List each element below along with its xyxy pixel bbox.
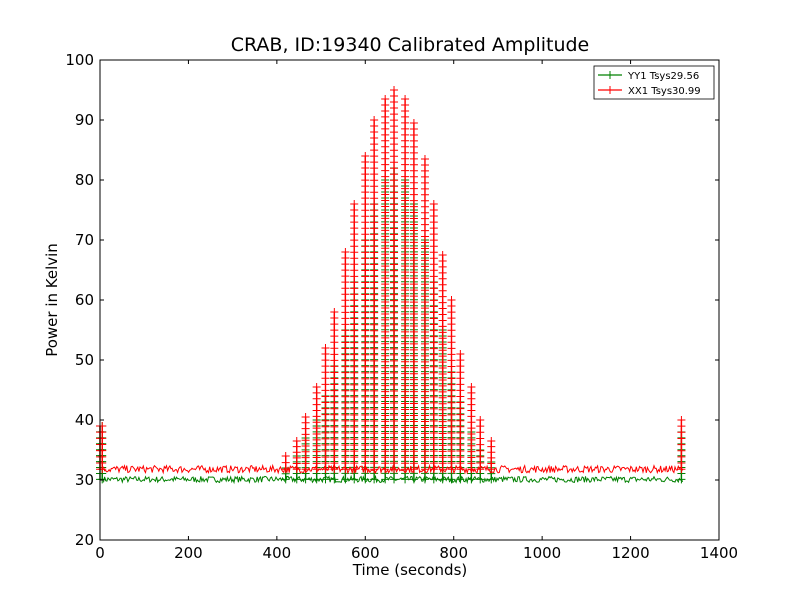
x-tick-label: 1200 [611,544,649,562]
series-1-point [312,383,321,391]
series-1-point [409,119,418,127]
legend-marker [606,86,614,94]
series-1-point [438,251,447,259]
series-1-baseline-line [103,463,684,475]
y-tick-label: 20 [75,531,94,549]
series-1-point [321,344,330,352]
series-1 [96,86,686,475]
y-tick-label: 60 [75,291,94,309]
legend: YY1 Tsys29.56 XX1 Tsys30.99 [593,65,715,100]
x-tick-label: 600 [351,544,380,562]
series-0-baseline-line [103,474,684,485]
y-tick-label: 100 [65,51,94,69]
y-tick-label: 40 [75,411,94,429]
series-1-point [487,437,496,445]
series-1-point [467,383,476,391]
legend-box [593,65,715,100]
series-layer [96,86,686,485]
series-1-point [429,200,438,208]
series-1-point [381,95,390,103]
x-tick-label: 1400 [700,544,738,562]
series-1-point [677,416,686,424]
series-1-point [447,296,456,304]
series-1-point [350,200,359,208]
series-1-point [361,152,370,160]
y-axis-label: Power in Kelvin [43,243,61,357]
legend-label: XX1 Tsys30.99 [628,86,701,97]
series-1-point [301,413,310,421]
x-tick-label: 200 [174,544,203,562]
series-1-point [476,416,485,424]
y-tick-label: 50 [75,351,94,369]
x-tick-label: 400 [263,544,292,562]
ticks-layer: 0 200 400 600 800 1000 1200 1400 20 30 40 50 60 70 80 9… [65,51,738,562]
series-1-point [401,95,410,103]
y-tick-label: 30 [75,471,94,489]
legend-label: YY1 Tsys29.56 [627,71,699,82]
series-1-point [370,116,379,124]
series-1-point [456,350,465,358]
legend-marker [606,71,614,79]
series-0 [96,164,686,485]
x-tick-label: 0 [95,544,105,562]
x-tick-label: 1000 [523,544,561,562]
series-1-point [341,248,350,256]
series-1-point [420,155,429,163]
y-tick-label: 90 [75,111,94,129]
series-1-point [330,308,339,316]
y-tick-label: 80 [75,171,94,189]
series-1-point [292,437,301,445]
y-tick-label: 70 [75,231,94,249]
x-tick-label: 800 [439,544,468,562]
x-axis-label: Time (seconds) [352,561,468,579]
series-1-point [390,86,399,94]
chart-title: CRAB, ID:19340 Calibrated Amplitude [230,34,590,56]
series-1-point [281,452,290,460]
